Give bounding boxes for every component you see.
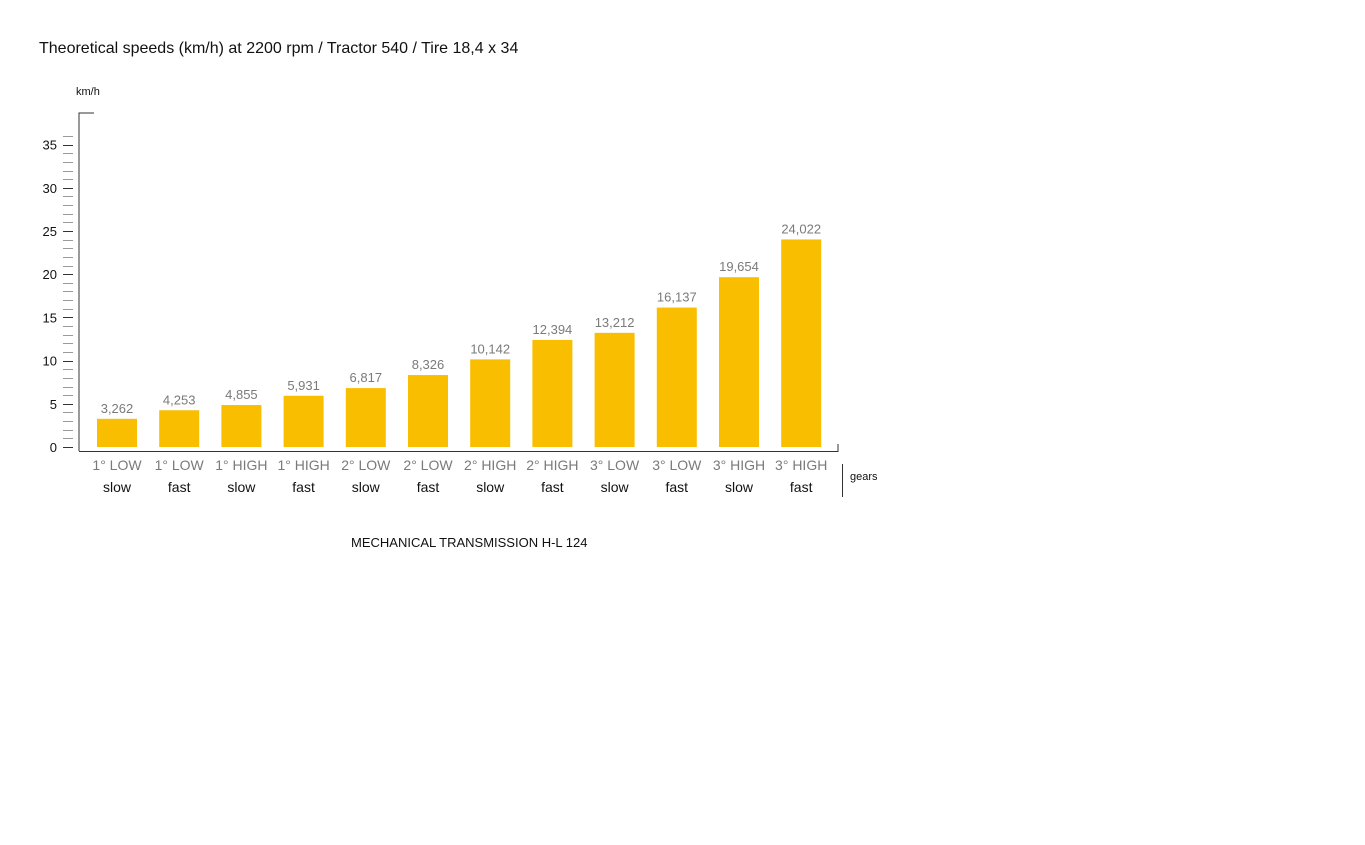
x-category-speed-label: fast [666, 479, 689, 495]
chart-subtitle: MECHANICAL TRANSMISSION H-L 124 [351, 535, 587, 550]
bar [345, 388, 386, 447]
bar [283, 395, 324, 447]
x-category-speed-label: slow [725, 479, 754, 495]
chart-title: Theoretical speeds (km/h) at 2200 rpm / … [39, 40, 518, 57]
y-axis-unit-label: km/h [76, 86, 100, 98]
bars [97, 239, 822, 447]
bar [97, 418, 137, 447]
x-category-speed-label: slow [476, 479, 505, 495]
bar [719, 277, 759, 447]
x-category-gear-label: 2° HIGH [526, 457, 578, 473]
x-category-gear-label: 1° HIGH [277, 457, 329, 473]
bar [221, 405, 262, 447]
y-tick-label: 15 [43, 310, 57, 325]
bar [656, 307, 697, 447]
y-tick-label: 35 [43, 138, 57, 153]
x-category-speed-label: slow [352, 479, 381, 495]
value-labels: 3,262 4,253 4,855 5,931 6,817 8,326 10,142 12,3… [101, 221, 821, 415]
x-category-speed-label: fast [541, 479, 564, 495]
bar-value-label: 19,654 [719, 259, 759, 274]
x-category-gear-label: 3° HIGH [775, 457, 827, 473]
bar-value-label: 10,142 [470, 341, 510, 356]
bar-value-label: 5,931 [287, 378, 320, 393]
bar [781, 239, 822, 447]
y-axis: 0 5 10 15 20 25 30 35 [43, 112, 94, 455]
x-category-gear-label: 1° LOW [92, 457, 142, 473]
x-category-gear-label: 1° LOW [155, 457, 205, 473]
x-category-speed-label: fast [417, 479, 440, 495]
x-category-speed-label: fast [168, 479, 191, 495]
x-axis [79, 444, 843, 497]
y-tick-label: 10 [43, 354, 57, 369]
y-tick-label: 30 [43, 181, 57, 196]
x-category-speed-label: slow [601, 479, 630, 495]
x-category-speed-label: slow [227, 479, 256, 495]
x-category-gear-label: 2° LOW [341, 457, 391, 473]
bar-value-label: 3,262 [101, 401, 134, 416]
bar [408, 375, 448, 447]
x-axis-unit-label: gears [850, 471, 878, 483]
x-category-gear-label: 2° HIGH [464, 457, 516, 473]
x-category-speed-label: slow [103, 479, 132, 495]
x-category-speed-label: fast [790, 479, 813, 495]
bar [532, 339, 573, 447]
bar-value-label: 4,855 [225, 387, 258, 402]
x-category-gear-label: 3° LOW [590, 457, 640, 473]
bar-value-label: 8,326 [412, 357, 445, 372]
x-axis-labels: 1° LOW slow 1° LOW fast 1° HIGH slow 1° HIGH fa… [92, 457, 827, 495]
y-tick-label: 20 [43, 267, 57, 282]
x-category-speed-label: fast [292, 479, 315, 495]
x-category-gear-label: 3° LOW [652, 457, 702, 473]
bar-value-label: 6,817 [350, 370, 383, 385]
x-axis-line [79, 444, 839, 452]
bar [594, 332, 635, 447]
y-tick-label: 0 [50, 440, 57, 455]
bar-value-label: 4,253 [163, 392, 196, 407]
x-category-gear-label: 1° HIGH [215, 457, 267, 473]
bar-value-label: 24,022 [781, 221, 821, 236]
y-tick-label: 5 [50, 397, 57, 412]
bar-value-label: 12,394 [533, 322, 573, 337]
bar-value-label: 16,137 [657, 290, 697, 305]
bar [159, 410, 200, 447]
x-category-gear-label: 3° HIGH [713, 457, 765, 473]
y-tick-label: 25 [43, 224, 57, 239]
x-category-gear-label: 2° LOW [403, 457, 453, 473]
bar [470, 359, 511, 447]
y-axis-line [78, 112, 94, 451]
bar-value-label: 13,212 [595, 315, 635, 330]
